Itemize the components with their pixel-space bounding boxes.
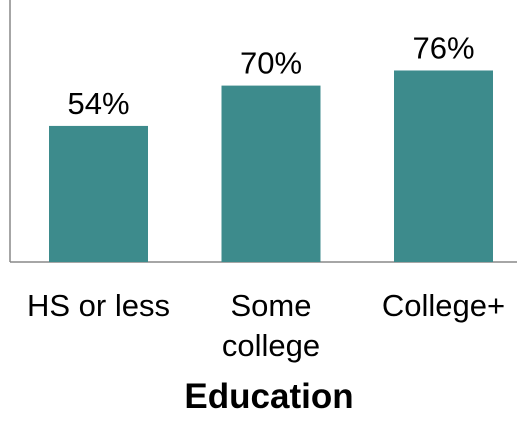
- bars-group: [49, 70, 493, 262]
- value-label-2: 70%: [240, 46, 302, 81]
- value-label-1: 54%: [67, 86, 129, 121]
- bar-1: [49, 125, 148, 262]
- category-label-3: College+: [382, 288, 505, 323]
- category-label-2-line-1: Some: [231, 288, 312, 323]
- value-labels-group: 54% 70% 76%: [67, 30, 474, 120]
- category-labels-group: HS or less Some college College+: [27, 288, 505, 363]
- category-label-2-line-2: college: [222, 328, 320, 363]
- x-axis-title: Education: [184, 377, 353, 416]
- category-label-1: HS or less: [27, 288, 170, 323]
- bar-3: [394, 70, 493, 262]
- bar-2: [221, 85, 321, 262]
- value-label-3: 76%: [412, 30, 474, 65]
